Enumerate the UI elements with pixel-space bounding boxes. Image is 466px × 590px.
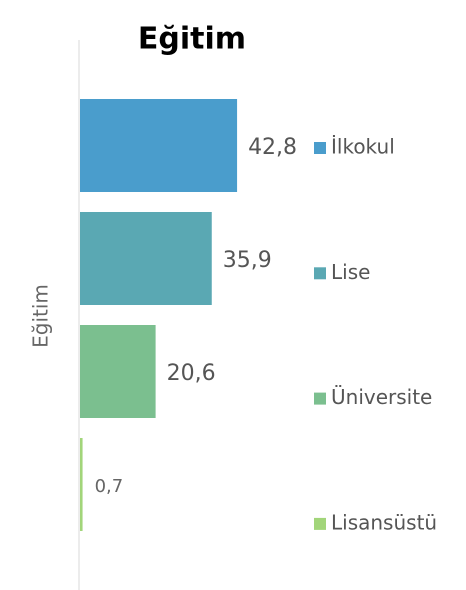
legend-label: Üniversite [331,385,432,409]
legend-label: Lise [331,260,370,284]
bar [80,438,83,531]
legend-label: Lisansüstü [331,510,437,534]
bar [80,325,156,418]
legend-swatch [314,142,326,154]
chart-title: Eğitim [138,22,246,57]
y-axis-label: Eğitim [29,284,53,348]
legend-swatch [314,517,326,530]
value-label: 0,7 [95,476,124,497]
bar [80,99,238,192]
legend-label: İlkokul [331,135,395,159]
legend-swatch [314,392,326,405]
value-label: 42,8 [248,135,297,160]
value-label: 35,9 [223,248,272,273]
legend-swatch [314,267,326,280]
value-label: 20,6 [167,361,216,386]
bar [80,212,212,305]
